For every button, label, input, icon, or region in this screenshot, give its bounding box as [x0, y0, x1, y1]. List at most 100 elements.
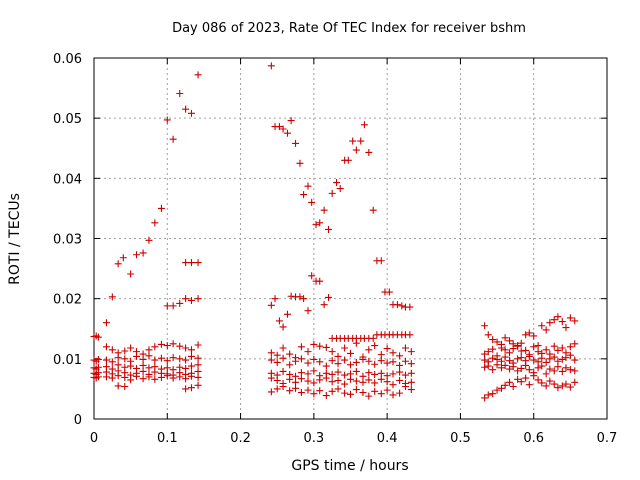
data-point [371, 379, 379, 387]
data-point [121, 355, 129, 363]
data-point [538, 362, 546, 370]
y-tick-label: 0.03 [53, 233, 82, 248]
data-point [571, 367, 579, 375]
data-point [371, 387, 379, 395]
data-point [481, 350, 489, 358]
data-point [187, 296, 195, 304]
data-point [182, 356, 190, 364]
data-point [489, 390, 497, 398]
data-point [121, 383, 129, 391]
data-point [352, 386, 360, 394]
data-point [334, 352, 342, 360]
data-point [393, 301, 401, 309]
data-point [286, 387, 294, 395]
data-point [187, 346, 195, 354]
data-point [514, 367, 522, 375]
data-point [292, 139, 300, 147]
data-point [506, 337, 514, 345]
data-point [292, 357, 300, 365]
x-tick-label: 0.5 [450, 431, 471, 446]
data-point [481, 363, 489, 371]
data-point [562, 324, 570, 332]
x-tick-label: 0 [90, 431, 98, 446]
data-point [127, 362, 135, 370]
data-point [271, 295, 279, 303]
data-point [334, 385, 342, 393]
data-point [546, 319, 554, 327]
data-point [145, 373, 153, 381]
data-point [194, 361, 202, 369]
data-point [550, 353, 558, 361]
data-point [389, 370, 397, 378]
data-point [194, 373, 202, 381]
data-point [481, 356, 489, 364]
data-point [182, 385, 190, 393]
data-point [401, 371, 409, 379]
data-point [407, 386, 415, 394]
data-point [325, 225, 333, 233]
data-point [316, 277, 324, 285]
data-point [377, 357, 385, 365]
data-point [279, 323, 287, 331]
data-point [525, 381, 533, 389]
y-tick-labels: 0 0.01 0.02 0.03 0.04 0.05 0.06 [53, 52, 82, 428]
data-point [489, 354, 497, 362]
data-point [267, 356, 275, 364]
data-point [108, 293, 116, 301]
data-point [145, 364, 153, 372]
data-point [525, 329, 533, 337]
data-point [509, 345, 517, 353]
data-point [389, 391, 397, 399]
data-point [304, 370, 312, 378]
data-point [571, 340, 579, 348]
data-point [279, 344, 287, 352]
data-point [119, 254, 127, 262]
data-point [493, 338, 501, 346]
x-tick-labels: 0 0.1 0.2 0.3 0.4 0.5 0.6 0.7 [90, 431, 617, 446]
data-point [316, 358, 324, 366]
data-point [333, 179, 341, 187]
y-tick-label: 0.02 [53, 293, 82, 308]
data-point [514, 342, 522, 350]
data-point [187, 372, 195, 380]
data-point [566, 383, 574, 391]
data-point [334, 376, 342, 384]
data-point [300, 295, 308, 303]
data-point [279, 383, 287, 391]
data-point [489, 345, 497, 353]
y-tick-label: 0 [74, 413, 82, 428]
x-tick-label: 0.1 [157, 431, 178, 446]
data-point [530, 332, 538, 340]
data-point [347, 349, 354, 357]
data-point [292, 378, 300, 386]
data-point [538, 322, 546, 330]
data-point [194, 341, 202, 349]
data-point [163, 302, 171, 310]
data-point [501, 334, 509, 342]
data-point [398, 302, 406, 310]
data-point [328, 378, 336, 386]
data-point [139, 375, 147, 383]
data-point [396, 368, 404, 376]
data-point [275, 317, 283, 325]
data-point [304, 348, 312, 356]
data-point [114, 354, 122, 362]
data-point [530, 372, 538, 380]
data-point [139, 355, 147, 363]
data-point [352, 377, 360, 385]
data-point [114, 361, 122, 369]
data-point [279, 367, 287, 375]
data-point [169, 135, 177, 143]
data-point [371, 360, 379, 368]
data-point [145, 346, 153, 354]
data-point [176, 89, 184, 97]
y-tick-label: 0.06 [53, 52, 82, 67]
data-points [90, 62, 579, 402]
data-point [121, 373, 129, 381]
data-point [194, 259, 202, 267]
y-tick-label: 0.05 [53, 112, 82, 127]
data-point [401, 383, 409, 391]
data-point [352, 367, 360, 375]
data-point [371, 342, 379, 350]
data-point [304, 359, 312, 367]
